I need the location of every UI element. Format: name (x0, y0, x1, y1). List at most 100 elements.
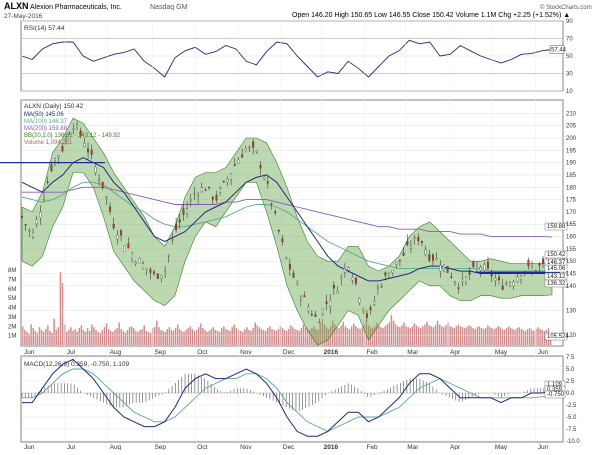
volume-bar (227, 330, 229, 345)
candle-body (299, 297, 302, 300)
price-value-label: 145.06 (547, 266, 566, 272)
volume-bar (22, 326, 24, 346)
candle-body (160, 275, 163, 279)
volume-bar (28, 333, 30, 346)
candle-body (171, 239, 174, 241)
macd-tick-label: 7.5 (566, 355, 575, 361)
volume-bar (480, 328, 483, 345)
macd-x-tick-label: Jun (538, 444, 549, 450)
candle-body (329, 300, 332, 307)
legend-ma50: MA(50) 145.06 (24, 112, 64, 118)
volume-bar (168, 327, 171, 345)
volume-bar (539, 329, 541, 345)
volume-bar (338, 328, 340, 345)
volume-bar (321, 318, 324, 346)
price-value-label: 146.37 (547, 260, 566, 266)
candle-body (321, 308, 324, 314)
volume-bar (397, 326, 399, 346)
volume-bar (103, 327, 106, 345)
volume-bar (149, 332, 152, 345)
candle-body (39, 211, 42, 218)
candle-body (476, 266, 478, 270)
price-value-box (544, 332, 568, 341)
candle-body (230, 173, 233, 180)
candle-body (512, 281, 515, 287)
candle-body (219, 188, 222, 193)
volume-bar (141, 329, 143, 345)
rsi-tick-label: 30 (566, 72, 573, 78)
price-x-tick-label: Oct (197, 349, 207, 356)
volume-bar (82, 330, 85, 345)
volume-bar (32, 328, 34, 345)
candle-body (248, 146, 251, 149)
macd-panel-frame (20, 355, 564, 443)
candle-body (281, 238, 284, 242)
price-tick-label: 205 (566, 124, 577, 130)
volume-bar (250, 330, 252, 345)
volume-bar (34, 330, 37, 345)
price-tick-label: 170 (566, 210, 577, 216)
volume-bar (327, 329, 330, 345)
macd-x-tick-label: Nov (240, 444, 252, 450)
volume-bar (78, 328, 81, 345)
volume-bar (376, 322, 378, 345)
price-tick-label: 145 (566, 272, 577, 278)
volume-bar (493, 329, 495, 345)
price-value-label: 159.88 (547, 224, 566, 230)
candle-body (241, 154, 244, 158)
volume-bar (478, 326, 481, 346)
candle-body (149, 269, 152, 273)
candle-body (255, 150, 258, 153)
candle-body (439, 265, 442, 272)
volume-bar (231, 327, 233, 345)
exchange-name: Nasdaq GM (150, 4, 188, 11)
volume-bar (221, 328, 223, 345)
candle-body (516, 276, 519, 282)
volume-bar (212, 327, 215, 345)
volume-bar (388, 322, 391, 345)
candle-body (193, 193, 196, 195)
volume-bar (237, 330, 240, 345)
price-value-box (544, 264, 568, 273)
candle-body (21, 216, 23, 218)
candle-body (142, 263, 145, 269)
price-tick-label: 185 (566, 173, 577, 179)
candle-body (120, 230, 123, 236)
volume-bar (120, 329, 122, 345)
candle-body (24, 224, 27, 226)
candle-body (501, 285, 504, 290)
ma200-line (22, 186, 553, 238)
volume-bar (409, 328, 411, 345)
volume-bar (61, 283, 64, 345)
candle-body (413, 237, 416, 239)
candle-body (101, 181, 104, 188)
stockcharts-watermark: © StockCharts.com (540, 4, 592, 11)
volume-bar (51, 332, 53, 345)
volume-bar (137, 331, 139, 345)
candle-body (237, 159, 240, 164)
rsi-value-box (549, 45, 565, 54)
price-tick-label: 190 (566, 161, 577, 167)
candle-body (285, 257, 288, 259)
volume-bar (292, 327, 294, 345)
volume-bar (424, 324, 426, 345)
macd-tick-label: 2.5 (566, 379, 575, 385)
candle-body (288, 263, 291, 270)
volume-bar (271, 329, 273, 345)
volume-bar (499, 327, 502, 345)
volume-bar (160, 330, 162, 345)
volume-bar (394, 324, 397, 345)
volume-bar (430, 326, 432, 346)
volume-bar (348, 329, 351, 345)
volume-bar (179, 329, 181, 345)
volume-tick-label: 3M (8, 315, 16, 321)
candle-body (509, 282, 511, 287)
volume-bar (411, 326, 414, 346)
volume-bar (166, 329, 168, 345)
volume-bar (218, 331, 221, 345)
volume-bar (183, 331, 185, 345)
candle-body (443, 264, 445, 271)
volume-bar (342, 321, 344, 345)
volume-bar (105, 323, 108, 345)
candle-body (208, 186, 211, 188)
